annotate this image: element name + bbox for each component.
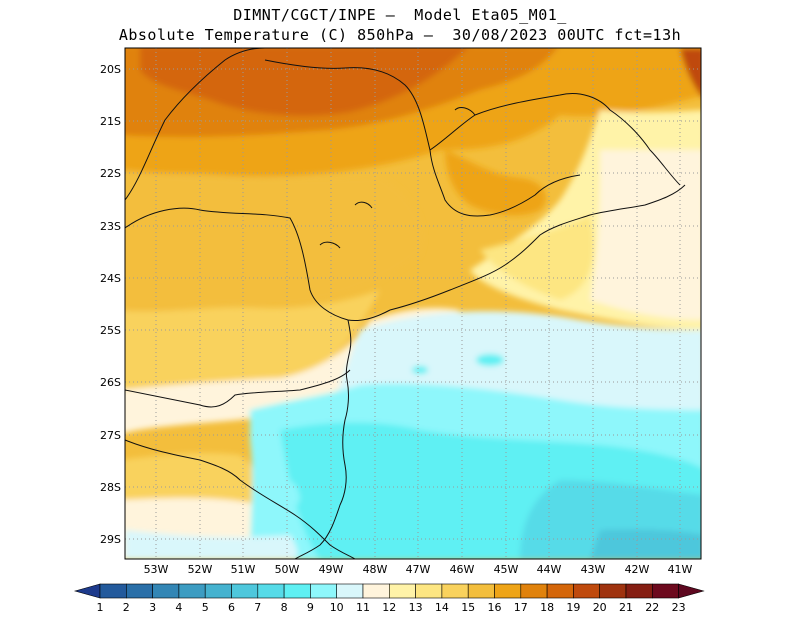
- colorbar-label: 2: [123, 601, 130, 614]
- colorbar-swatch: [388, 583, 416, 599]
- colorbar: 1 2 3 4 5 6 7 8 9 10 11 12 13 14 15 16 17 18 19 20 21 22 23: [73, 583, 705, 614]
- lon-label: 44W: [537, 563, 562, 576]
- lat-label: 23S: [100, 220, 121, 233]
- lat-label: 24S: [100, 272, 121, 285]
- colorbar-label: 12: [382, 601, 396, 614]
- coastline-and-borders: [125, 48, 686, 559]
- colorbar-swatch: [204, 583, 232, 599]
- temperature-field: [125, 48, 701, 559]
- lat-label: 27S: [100, 429, 121, 442]
- colorbar-swatch: [257, 583, 285, 599]
- colorbar-under-arrow: [73, 583, 101, 599]
- lon-label: 47W: [406, 563, 431, 576]
- title-line-2: Absolute Temperature (C) 850hPa – 30/08/…: [118, 26, 682, 44]
- colorbar-label: 23: [672, 601, 686, 614]
- colorbar-label: 8: [281, 601, 288, 614]
- colorbar-swatch: [546, 583, 574, 599]
- colorbar-over-arrow: [678, 583, 705, 599]
- lat-label: 26S: [100, 376, 121, 389]
- colorbar-swatch: [415, 583, 443, 599]
- colorbar-label: 16: [488, 601, 502, 614]
- title-line-1: DIMNT/CGCT/INPE – Model Eta05_M01_: [233, 6, 567, 24]
- lon-label: 42W: [625, 563, 650, 576]
- lat-label: 21S: [100, 115, 121, 128]
- lon-label: 46W: [450, 563, 475, 576]
- colorbar-swatch: [283, 583, 311, 599]
- colorbar-label: 4: [175, 601, 182, 614]
- colorbar-label: 10: [330, 601, 344, 614]
- colorbar-label: 11: [356, 601, 370, 614]
- colorbar-label: 6: [228, 601, 235, 614]
- colorbar-label: 22: [645, 601, 659, 614]
- colorbar-label: 9: [307, 601, 314, 614]
- colorbar-label: 7: [254, 601, 261, 614]
- colorbar-label: 15: [461, 601, 475, 614]
- lon-label: 45W: [494, 563, 519, 576]
- lat-label: 25S: [100, 324, 121, 337]
- colorbar-swatch: [231, 583, 259, 599]
- colorbar-label: 21: [619, 601, 633, 614]
- lon-label: 49W: [319, 563, 344, 576]
- lat-label: 20S: [100, 63, 121, 76]
- lon-label: 51W: [231, 563, 256, 576]
- colorbar-label: 5: [202, 601, 209, 614]
- colorbar-swatch: [336, 583, 364, 599]
- colorbar-label: 18: [540, 601, 554, 614]
- lat-label: 22S: [100, 167, 121, 180]
- colorbar-swatch: [599, 583, 627, 599]
- colorbar-swatch: [494, 583, 522, 599]
- colorbar-swatch: [467, 583, 495, 599]
- colorbar-swatch: [152, 583, 180, 599]
- lon-label: 52W: [188, 563, 213, 576]
- lon-label: 53W: [144, 563, 169, 576]
- longitude-axis: 53W 52W 51W 50W 49W 48W 47W 46W 45W 44W …: [144, 563, 693, 576]
- colorbar-swatch: [126, 583, 153, 599]
- colorbar-label: 20: [593, 601, 607, 614]
- map-frame: [124, 47, 702, 560]
- grid-lines: [125, 48, 701, 559]
- lon-label: 43W: [581, 563, 606, 576]
- colorbar-label: 17: [514, 601, 528, 614]
- colorbar-swatch: [441, 583, 469, 599]
- colorbar-label: 3: [149, 601, 156, 614]
- colorbar-swatch: [310, 583, 337, 599]
- lon-label: 50W: [275, 563, 300, 576]
- lon-label: 41W: [668, 563, 693, 576]
- colorbar-swatch: [520, 583, 548, 599]
- colorbar-swatch: [651, 583, 679, 599]
- latitude-axis: 20S 21S 22S 23S 24S 25S 26S 27S 28S 29S: [100, 63, 121, 546]
- lat-label: 28S: [100, 481, 121, 494]
- colorbar-label: 13: [409, 601, 423, 614]
- colorbar-label: 19: [566, 601, 580, 614]
- colorbar-swatch: [625, 583, 653, 599]
- colorbar-swatch: [99, 583, 127, 599]
- colorbar-label: 1: [97, 601, 104, 614]
- lat-label: 29S: [100, 533, 121, 546]
- colorbar-label: 14: [435, 601, 449, 614]
- colorbar-swatch: [573, 583, 601, 599]
- colorbar-swatch: [362, 583, 390, 599]
- colorbar-swatch: [178, 583, 206, 599]
- lon-label: 48W: [363, 563, 388, 576]
